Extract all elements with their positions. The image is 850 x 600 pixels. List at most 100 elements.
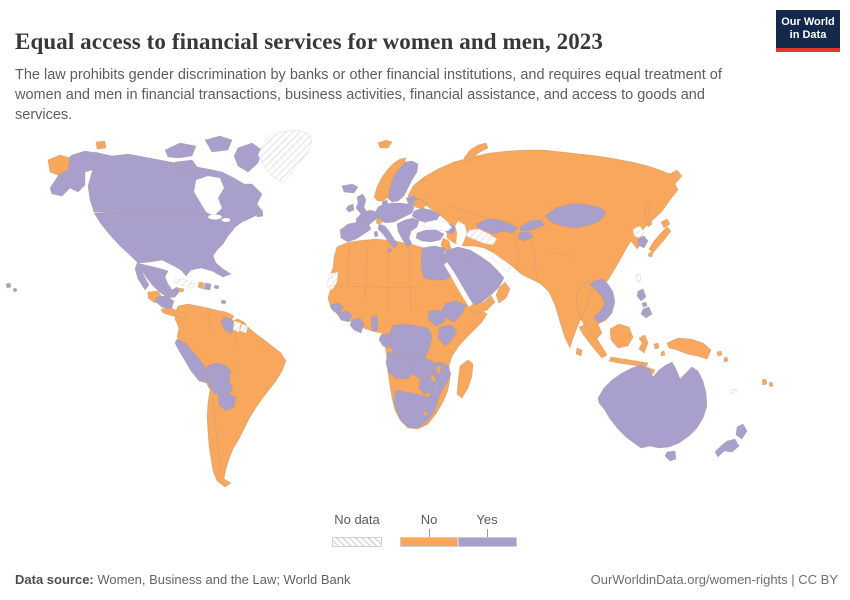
legend-tick-yes: [487, 529, 488, 537]
country-jamaica[interactable]: [177, 287, 185, 293]
country-sicily[interactable]: [386, 248, 393, 253]
owid-url-license[interactable]: OurWorldinData.org/women-rights | CC BY: [590, 572, 838, 587]
country-angola[interactable]: [385, 351, 416, 380]
country-uzbekistan[interactable]: [475, 218, 519, 235]
country-guinea[interactable]: [336, 310, 353, 323]
country-philippines-luzon[interactable]: [636, 288, 647, 302]
country-trinidad[interactable]: [220, 299, 227, 305]
country-switzerland[interactable]: [375, 217, 383, 225]
region-asia-mainland[interactable]: [407, 149, 683, 349]
country-indonesia-moluccas[interactable]: [653, 342, 666, 357]
country-senegal[interactable]: [329, 302, 344, 314]
data-source-note: Data source: Women, Business and the Law…: [15, 572, 351, 587]
country-lesotho[interactable]: [422, 410, 429, 417]
country-australia[interactable]: [597, 361, 708, 449]
country-indochina[interactable]: [589, 278, 616, 324]
country-south-korea[interactable]: [637, 235, 649, 249]
country-sakhalin[interactable]: [644, 202, 653, 228]
country-japan-hokkaido[interactable]: [660, 218, 671, 229]
map-layer-africa: [326, 245, 474, 429]
country-oman[interactable]: [495, 281, 511, 304]
country-south-africa[interactable]: [393, 389, 439, 429]
country-kyrgyzstan[interactable]: [519, 219, 545, 232]
country-haiti[interactable]: [197, 281, 205, 290]
country-solomon-islands[interactable]: [716, 350, 729, 363]
caspian-sea: [454, 220, 468, 248]
legend-swatch-no[interactable]: [400, 537, 458, 547]
country-cote-divoire[interactable]: [349, 317, 365, 334]
country-japan-kyushu[interactable]: [647, 251, 654, 258]
country-canada-baffin[interactable]: [233, 142, 263, 173]
country-iceland[interactable]: [341, 183, 359, 194]
legend-swatch-no-data[interactable]: [332, 537, 382, 547]
country-indonesia-borneo[interactable]: [609, 323, 634, 349]
country-peru[interactable]: [174, 338, 210, 384]
country-french-guiana[interactable]: [239, 323, 249, 334]
country-canada-arctic-2[interactable]: [204, 135, 233, 153]
country-united-kingdom[interactable]: [355, 193, 368, 215]
country-ethiopia[interactable]: [441, 300, 467, 323]
country-russia-wrangel[interactable]: [95, 140, 107, 150]
country-indonesia-java[interactable]: [608, 356, 649, 368]
country-philippines-visayas[interactable]: [641, 301, 648, 308]
country-philippines-mindanao[interactable]: [640, 306, 653, 319]
country-indonesia-sulawesi[interactable]: [638, 334, 649, 354]
legend-swatch-yes[interactable]: [458, 537, 517, 547]
red-sea: [443, 261, 474, 308]
country-novaya-zemlya[interactable]: [463, 142, 489, 163]
hudson-bay: [193, 175, 225, 217]
country-north-korea[interactable]: [632, 225, 645, 239]
country-malawi[interactable]: [435, 364, 442, 375]
country-japan-honshu[interactable]: [648, 226, 672, 254]
country-fiji[interactable]: [761, 378, 774, 388]
country-puerto-rico[interactable]: [213, 284, 220, 290]
country-cuba[interactable]: [173, 278, 196, 289]
country-madagascar[interactable]: [456, 359, 474, 399]
country-balkans[interactable]: [396, 217, 420, 247]
country-canada-arctic-1[interactable]: [164, 142, 197, 159]
black-sea: [422, 219, 453, 232]
country-svalbard[interactable]: [377, 139, 393, 149]
legend-label-no: No: [420, 512, 438, 527]
country-bolivia[interactable]: [205, 362, 234, 397]
country-benin-togo[interactable]: [370, 315, 379, 332]
great-lakes: [207, 214, 223, 220]
country-spain-portugal[interactable]: [339, 221, 372, 243]
country-sri-lanka[interactable]: [575, 347, 583, 357]
country-indonesia-sumatra[interactable]: [578, 324, 608, 359]
country-sardinia[interactable]: [373, 230, 379, 238]
country-guyana[interactable]: [220, 316, 236, 335]
country-kenya[interactable]: [437, 324, 458, 347]
country-ireland[interactable]: [345, 203, 355, 213]
country-russia-chukotka[interactable]: [47, 154, 71, 176]
persian-gulf: [490, 253, 512, 273]
country-new-zealand-north[interactable]: [735, 423, 748, 440]
country-central-europe[interactable]: [373, 202, 415, 224]
country-turkmenistan[interactable]: [465, 228, 498, 246]
country-usa-hawaii[interactable]: [5, 282, 18, 293]
country-canada-newfoundland[interactable]: [255, 209, 264, 218]
page-title: Equal access to financial services for w…: [15, 29, 604, 55]
country-tasmania[interactable]: [664, 450, 677, 462]
country-costa-rica-panama[interactable]: [160, 307, 187, 320]
country-new-guinea[interactable]: [666, 337, 712, 360]
country-belarus[interactable]: [412, 198, 428, 210]
country-dominican-republic[interactable]: [203, 282, 212, 291]
country-south-sudan[interactable]: [427, 309, 447, 327]
country-usa[interactable]: [93, 212, 235, 278]
country-italy[interactable]: [377, 223, 399, 249]
country-new-zealand-south[interactable]: [714, 438, 740, 458]
legend-tick-no: [429, 529, 430, 537]
country-mongolia[interactable]: [544, 203, 607, 229]
country-paraguay[interactable]: [217, 392, 237, 412]
country-taiwan[interactable]: [635, 273, 642, 283]
country-new-caledonia[interactable]: [729, 388, 738, 395]
country-yemen[interactable]: [466, 295, 496, 315]
country-tajikistan[interactable]: [517, 231, 534, 242]
country-greenland[interactable]: [257, 129, 313, 184]
country-norway[interactable]: [373, 157, 407, 202]
country-canada-victoria[interactable]: [174, 159, 199, 175]
country-turkey[interactable]: [415, 229, 445, 243]
